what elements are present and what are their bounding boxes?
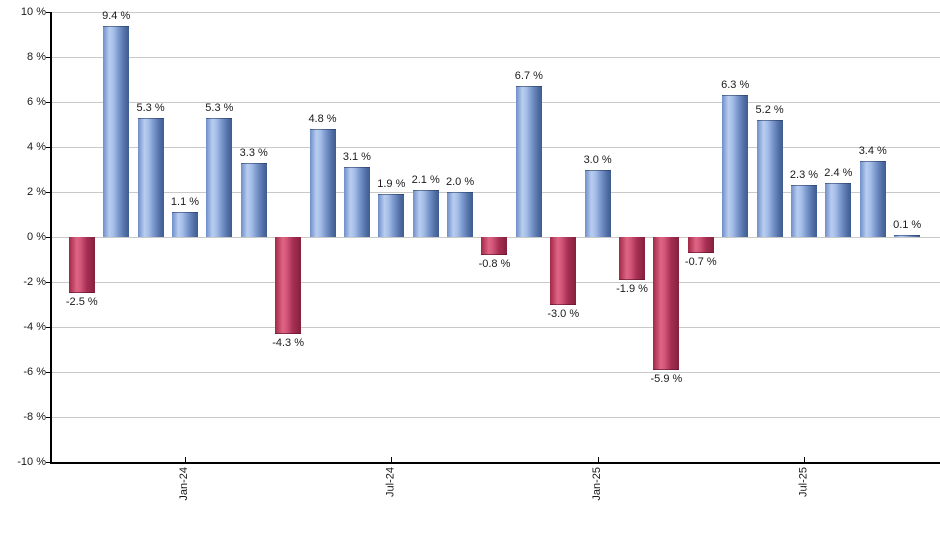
bar-Jun-25[interactable] <box>756 120 783 237</box>
x-axis-tick <box>803 457 805 462</box>
gridline <box>51 147 940 148</box>
bar-Oct-25[interactable] <box>894 234 921 237</box>
bar-value-label: 6.3 % <box>721 79 750 92</box>
bar-value-label: -0.7 % <box>684 255 717 268</box>
bar-value-label: -4.3 % <box>272 336 305 349</box>
y-axis-tick <box>46 102 51 103</box>
y-axis-tick-label: 10 % <box>20 6 46 18</box>
bar-Sep-24[interactable] <box>447 192 474 237</box>
bar-value-label: -5.9 % <box>650 372 683 385</box>
x-axis-tick <box>391 457 393 462</box>
bar-value-label: 2.1 % <box>411 173 440 186</box>
bar-Apr-25[interactable] <box>687 237 714 253</box>
bar-value-label: -3.0 % <box>547 307 580 320</box>
y-axis-tick-label: 8 % <box>27 51 46 63</box>
bar-value-label: 2.0 % <box>446 176 475 188</box>
bar-May-25[interactable] <box>722 95 749 237</box>
bar-value-label: 3.4 % <box>858 144 887 157</box>
gridline <box>51 102 940 103</box>
x-axis-tick-label: Jan-25 <box>591 467 604 501</box>
bar-value-label: 1.1 % <box>170 196 200 209</box>
bar-value-label: 3.1 % <box>342 151 371 164</box>
bar-May-24[interactable] <box>309 129 336 237</box>
x-axis-tick-label: Jan-24 <box>178 467 191 501</box>
bar-value-label: 3.3 % <box>239 146 268 159</box>
bar-Jul-24[interactable] <box>378 194 405 237</box>
bar-Jul-25[interactable] <box>790 185 817 237</box>
x-axis-line <box>50 462 940 464</box>
bar-Mar-24[interactable] <box>240 162 267 237</box>
bar-Sep-25[interactable] <box>859 160 886 237</box>
bar-Jun-24[interactable] <box>343 167 370 237</box>
y-axis-tick <box>46 462 51 463</box>
bar-Oct-23[interactable] <box>68 237 95 294</box>
y-axis-tick-label: -8 % <box>23 411 46 423</box>
y-axis-tick-label: 4 % <box>27 141 46 153</box>
bar-Feb-24[interactable] <box>206 117 233 237</box>
gridline <box>51 327 940 328</box>
bar-value-label: 2.3 % <box>789 169 819 182</box>
y-axis-tick <box>46 192 51 193</box>
y-axis-tick <box>46 417 51 418</box>
y-axis-tick-label: 0 % <box>27 231 46 243</box>
bar-value-label: 2.4 % <box>824 167 853 179</box>
bar-Apr-24[interactable] <box>275 237 302 334</box>
x-axis-tick <box>597 457 599 462</box>
bar-Jan-24[interactable] <box>171 212 198 237</box>
bar-value-label: -2.5 % <box>65 296 98 309</box>
y-axis-tick <box>46 57 51 58</box>
bar-value-label: 4.8 % <box>308 113 337 125</box>
x-axis-tick <box>184 457 186 462</box>
bar-value-label: 1.9 % <box>377 178 406 191</box>
gridline <box>51 417 940 418</box>
y-axis-tick-label: -4 % <box>23 321 46 333</box>
bar-value-label: 6.7 % <box>514 70 543 83</box>
bar-value-label: 5.2 % <box>755 104 784 116</box>
y-axis-tick-label: -6 % <box>23 366 46 378</box>
y-axis-tick <box>46 147 51 148</box>
bar-Nov-23[interactable] <box>103 25 130 237</box>
bar-Aug-24[interactable] <box>412 189 439 237</box>
bar-value-label: 0.1 % <box>893 218 922 231</box>
bar-Aug-25[interactable] <box>825 183 852 237</box>
bar-value-label: 5.3 % <box>205 101 234 114</box>
bar-Dec-24[interactable] <box>550 237 577 305</box>
bar-value-label: -0.8 % <box>478 258 511 270</box>
bar-value-label: -1.9 % <box>616 282 648 295</box>
y-axis-tick-label: -2 % <box>23 276 46 288</box>
gridline <box>51 57 940 58</box>
gridline <box>51 282 940 283</box>
bar-value-label: 9.4 % <box>102 9 131 22</box>
gridline <box>51 372 940 373</box>
gridline <box>51 192 940 193</box>
y-axis-tick-label: 6 % <box>27 96 46 108</box>
bar-Mar-25[interactable] <box>653 237 680 370</box>
bar-Nov-24[interactable] <box>515 86 542 237</box>
y-axis-tick <box>46 327 51 328</box>
bar-value-label: 5.3 % <box>136 101 165 114</box>
bar-Feb-25[interactable] <box>619 237 646 280</box>
y-axis-tick-label: -10 % <box>17 456 46 468</box>
bar-Dec-23[interactable] <box>137 117 164 237</box>
bar-Jan-25[interactable] <box>584 169 611 237</box>
y-axis-tick-label: 2 % <box>27 186 46 198</box>
y-axis-line <box>50 12 52 464</box>
bar-value-label: 3.0 % <box>583 153 612 166</box>
y-axis-tick <box>46 282 51 283</box>
x-axis-tick-label: Jul-25 <box>797 467 810 497</box>
bar-Oct-24[interactable] <box>481 237 508 255</box>
gridline <box>51 12 940 13</box>
x-axis-tick-label: Jul-24 <box>384 467 397 497</box>
y-axis-tick <box>46 12 51 13</box>
y-axis-tick <box>46 372 51 373</box>
y-axis-tick <box>46 237 51 238</box>
